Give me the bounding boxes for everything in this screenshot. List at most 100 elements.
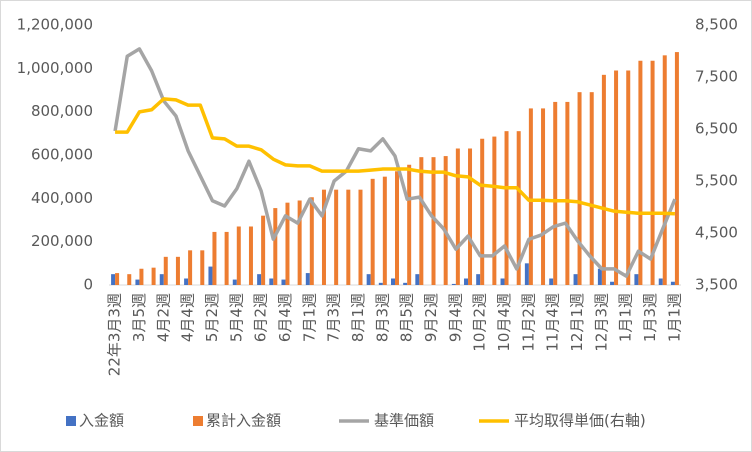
bar	[261, 215, 266, 285]
y-tick-label: 200,000	[31, 232, 93, 250]
bar	[468, 148, 473, 285]
bar	[431, 157, 436, 285]
bar	[135, 279, 140, 285]
bar	[163, 256, 168, 285]
bar	[305, 273, 310, 285]
bar	[269, 278, 274, 285]
bar	[528, 108, 533, 286]
y2-tick-label: 5,500	[695, 172, 738, 190]
bar	[541, 108, 546, 286]
x-tick-label: 1月1週	[665, 293, 683, 342]
bar	[212, 231, 217, 285]
y-tick-label: 0	[83, 276, 93, 294]
bar	[674, 52, 679, 286]
line	[115, 97, 675, 216]
bar	[232, 279, 237, 285]
bar	[184, 278, 189, 285]
x-tick-label: 3月5週	[130, 293, 148, 342]
bar	[334, 189, 339, 285]
bar	[626, 70, 631, 285]
bar	[346, 189, 351, 285]
y-tick-label: 1,200,000	[17, 16, 93, 34]
y2-tick-label: 4,500	[695, 224, 738, 242]
bar	[111, 274, 116, 285]
bar	[236, 226, 241, 285]
x-tick-label: 6月2週	[252, 293, 270, 342]
y-tick-label: 400,000	[31, 189, 93, 207]
bar	[614, 70, 619, 285]
bar	[175, 256, 180, 285]
bar	[224, 231, 229, 285]
bar	[358, 189, 363, 285]
bar	[451, 283, 456, 285]
bar	[577, 92, 582, 286]
x-tick-label: 4月4週	[179, 293, 197, 342]
bar	[139, 268, 144, 285]
x-tick-label: 22年3月3週	[106, 293, 124, 376]
bar	[610, 281, 615, 285]
bar	[285, 202, 290, 285]
bar	[395, 171, 399, 285]
bar	[248, 226, 253, 285]
bar	[370, 178, 375, 285]
x-tick-label: 8月5週	[398, 293, 416, 342]
y-tick-label: 600,000	[31, 146, 93, 164]
bar	[650, 60, 655, 285]
bar	[273, 208, 278, 285]
bar	[281, 279, 286, 285]
y2-tick-label: 7,500	[695, 68, 738, 86]
bar	[127, 274, 132, 285]
x-tick-label: 12月1週	[568, 293, 586, 352]
bar	[524, 263, 529, 285]
bar	[321, 189, 326, 285]
bar	[634, 274, 639, 285]
x-tick-label: 12月3週	[592, 293, 610, 352]
bar	[638, 60, 643, 285]
legend-swatch	[66, 416, 76, 426]
bar	[658, 278, 663, 285]
x-tick-label: 11月4週	[544, 293, 562, 352]
x-tick-label: 4月2週	[154, 293, 172, 342]
x-tick-label: 1月3週	[641, 293, 659, 342]
legend-label: 入金額	[79, 412, 124, 430]
bar	[565, 101, 570, 286]
x-tick-label: 9月2週	[422, 293, 440, 342]
bar	[455, 148, 460, 285]
x-tick-label: 11月2週	[519, 293, 537, 352]
bar	[151, 267, 156, 285]
bar	[366, 274, 371, 285]
bar	[309, 197, 314, 285]
x-tick-label: 6月4週	[276, 293, 294, 342]
bar	[188, 250, 193, 285]
y2-tick-label: 8,500	[695, 16, 738, 34]
bar	[516, 131, 521, 285]
bar	[115, 273, 120, 285]
bar	[476, 274, 481, 285]
x-tick-label: 10月2週	[471, 293, 489, 352]
x-tick-label: 8月3週	[373, 293, 391, 342]
bar	[573, 274, 578, 285]
bar	[419, 157, 424, 285]
bar	[597, 268, 602, 285]
legend-swatch	[193, 416, 203, 426]
bar	[297, 200, 302, 285]
bar	[415, 274, 420, 285]
x-tick-label: 1月1週	[617, 293, 635, 342]
x-tick-label: 10月4週	[495, 293, 513, 352]
bar	[500, 278, 505, 285]
x-tick-label: 5月4週	[227, 293, 245, 342]
bar	[670, 281, 675, 285]
x-tick-label: 7月1週	[300, 293, 318, 342]
bar	[492, 136, 497, 285]
y2-tick-label: 3,500	[695, 276, 738, 294]
x-tick-label: 8月1週	[349, 293, 367, 342]
bar	[601, 74, 606, 285]
bar	[382, 176, 387, 285]
bar	[403, 282, 408, 285]
bar	[159, 274, 164, 285]
bar	[257, 274, 262, 285]
y-tick-label: 1,000,000	[17, 59, 93, 77]
bar	[504, 131, 509, 285]
legend-label: 累計入金額	[206, 412, 281, 430]
